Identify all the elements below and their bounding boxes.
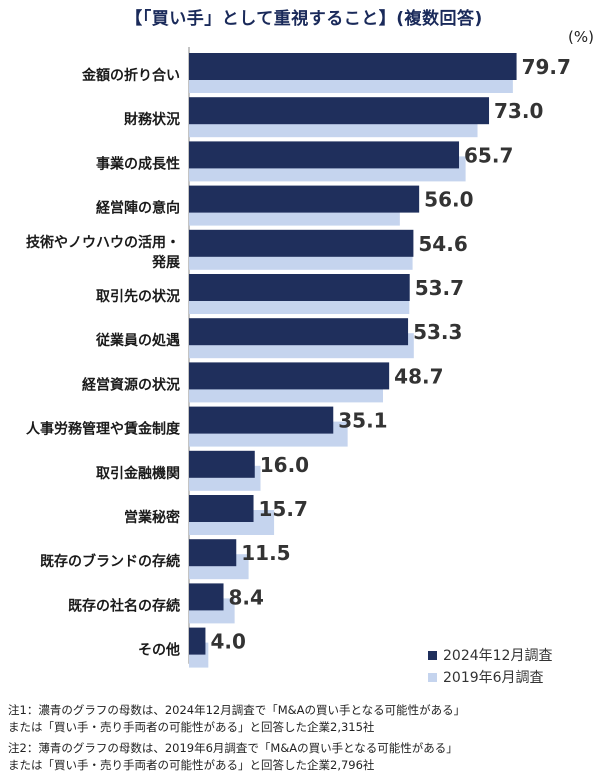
bar-2024	[189, 141, 460, 169]
bar-2024	[189, 627, 206, 655]
legend: 2024年12月調査 2019年6月調査	[428, 644, 552, 688]
category-label: 人事労務管理や賃金制度	[26, 421, 181, 438]
legend-item-2019: 2019年6月調査	[428, 666, 552, 688]
footnote-2-line-1: 注2：薄青のグラフの母数は、2019年6月調査で「M&Aの買い手となる可能性があ…	[8, 741, 458, 755]
bar-2024	[189, 229, 414, 257]
value-label: 15.7	[259, 497, 308, 521]
value-label: 4.0	[210, 630, 245, 654]
legend-label-2019: 2019年6月調査	[443, 670, 544, 686]
value-label: 65.7	[464, 143, 513, 167]
value-label: 11.5	[241, 541, 290, 565]
footnote-2-line-2: または「買い手・売り手両者の可能性がある」と回答した企業2,796社	[8, 758, 375, 772]
value-label: 79.7	[522, 55, 571, 79]
value-label: 48.7	[394, 364, 443, 388]
bar-2024	[189, 362, 390, 390]
unit-label: (%)	[568, 28, 594, 46]
category-label: 金額の折り合い	[81, 67, 180, 84]
bar-2024	[189, 53, 517, 80]
legend-item-2024: 2024年12月調査	[428, 644, 552, 666]
value-label: 56.0	[424, 188, 473, 212]
footnotes: 注1：濃青のグラフの母数は、2024年12月調査で「M&Aの買い手となる可能性が…	[8, 702, 600, 778]
category-label: 経営陣の意向	[96, 200, 180, 217]
bar-2024	[189, 97, 490, 125]
bar-2024	[189, 185, 420, 213]
legend-label-2024: 2024年12月調査	[443, 648, 553, 664]
category-label: 既存の社名の存続	[68, 597, 180, 614]
footnote-2: 注2：薄青のグラフの母数は、2019年6月調査で「M&Aの買い手となる可能性があ…	[8, 740, 600, 774]
legend-swatch-2024	[428, 650, 437, 660]
value-label: 35.1	[338, 409, 387, 433]
bar-2024	[189, 583, 224, 611]
footnote-1: 注1：濃青のグラフの母数は、2024年12月調査で「M&Aの買い手となる可能性が…	[8, 702, 600, 736]
bar-2024	[189, 495, 254, 522]
value-label: 73.0	[494, 99, 543, 123]
bar-2024	[189, 539, 237, 567]
bar-2024	[189, 318, 409, 346]
category-label: 取引先の状況	[96, 288, 180, 305]
category-label: 従業員の処遇	[95, 332, 180, 349]
value-label: 53.3	[413, 320, 462, 344]
category-label: その他	[138, 642, 180, 659]
category-label: 既存のブランドの存続	[40, 553, 180, 570]
footnote-1-line-2: または「買い手・売り手両者の可能性がある」と回答した企業2,315社	[8, 720, 375, 734]
category-label: 経営資源の状況	[82, 376, 180, 393]
bar-chart: 79.7 金額の折り合い 73.0 財務状況 65.7 事業の成長性 56.0 経営陣の意向 5…	[26, 47, 571, 668]
category-label: 営業秘密	[124, 509, 180, 526]
chart-title: 【「買い手」として重視すること】(複数回答)	[125, 9, 483, 29]
bar-2024	[189, 406, 334, 434]
value-label: 8.4	[229, 585, 264, 609]
category-label: 技術やノウハウの活用・発展	[26, 234, 180, 271]
bar-2024	[189, 450, 255, 478]
category-label: 取引金融機関	[96, 465, 180, 482]
legend-swatch-2019	[428, 672, 437, 682]
value-label: 54.6	[418, 232, 467, 256]
category-label: 事業の成長性	[96, 155, 180, 172]
category-label: 財務状況	[123, 111, 180, 128]
footnote-1-line-1: 注1：濃青のグラフの母数は、2024年12月調査で「M&Aの買い手となる可能性が…	[8, 703, 466, 717]
bar-2024	[189, 274, 410, 301]
value-label: 53.7	[415, 276, 464, 300]
value-label: 16.0	[260, 453, 309, 477]
